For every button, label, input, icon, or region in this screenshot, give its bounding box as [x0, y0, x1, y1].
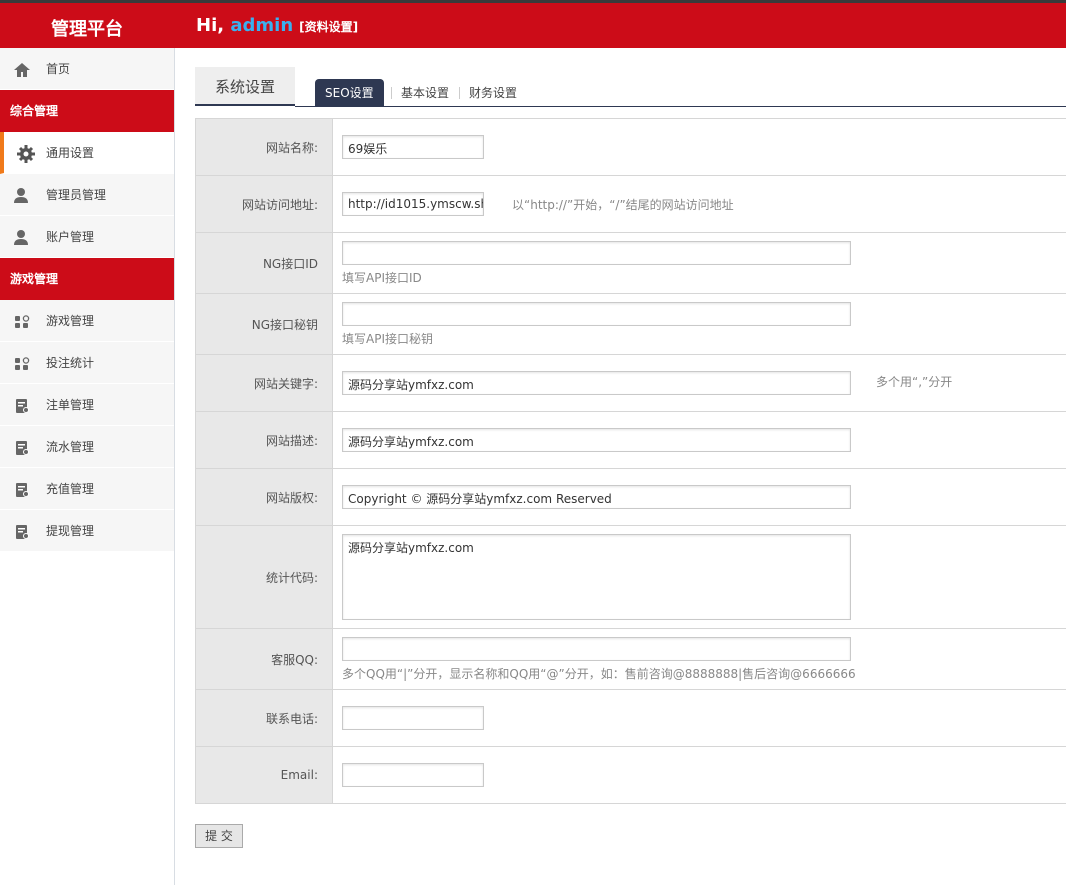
text-input[interactable]: 69娱乐: [342, 134, 484, 159]
form-row: 网站关键字: 源码分享站ymfxz.com 多个用“,”分开: [196, 355, 1066, 412]
sidebar-item[interactable]: 首页: [0, 48, 174, 90]
field-label: 网站访问地址:: [196, 176, 333, 232]
field-hint: 以“http://”开始，“/”结尾的网站访问地址: [512, 197, 734, 212]
sidebar-item[interactable]: 账户管理: [0, 216, 174, 258]
sidebar-item[interactable]: 游戏管理: [0, 300, 174, 342]
field-hint: 填写API接口ID: [342, 271, 422, 285]
form-row: Email:: [196, 747, 1066, 804]
icon: [16, 399, 29, 413]
greeting: Hi,: [196, 15, 225, 36]
top-bar: 管理平台 Hi, admin [资料设置]: [0, 0, 1066, 48]
settings-form: 网站名称: 69娱乐 网站访问地址: http://id1015.ymscw.sh 以“…: [195, 118, 1066, 804]
tab-separator: [459, 87, 460, 99]
brand: 管理平台: [51, 19, 123, 40]
icon: [16, 483, 29, 497]
text-input[interactable]: [342, 762, 484, 787]
text-input[interactable]: [342, 302, 851, 326]
field-hint: 多个QQ用“|”分开，显示名称和QQ用“@”分开，如：售前咨询@8888888|…: [342, 667, 856, 681]
tab[interactable]: 基本设置: [401, 86, 450, 100]
text-input[interactable]: http://id1015.ymscw.sh: [342, 191, 484, 216]
form-row: NG接口ID 填写API接口ID: [196, 233, 1066, 294]
form-row: NG接口秘钥 填写API接口秘钥: [196, 294, 1066, 355]
tabs: SEO设置 基本设置 财务设置: [295, 79, 1066, 107]
field-label: 网站名称:: [196, 119, 333, 175]
form-row: 网站访问地址: http://id1015.ymscw.sh 以“http://”开…: [196, 176, 1066, 233]
text-input[interactable]: [342, 705, 484, 730]
sidebar-item[interactable]: 管理员管理: [0, 174, 174, 216]
icon: [14, 188, 28, 203]
field-label: 网站版权:: [196, 469, 333, 525]
field-label: 网站关键字:: [196, 355, 333, 411]
sidebar-item[interactable]: 投注统计: [0, 342, 174, 384]
form-row: 客服QQ: 多个QQ用“|”分开，显示名称和QQ用“@”分开，如：售前咨询@888…: [196, 629, 1066, 690]
tab[interactable]: SEO设置: [315, 79, 384, 106]
field-label: NG接口ID: [196, 233, 333, 293]
text-input[interactable]: [342, 637, 851, 661]
form-row: 联系电话:: [196, 690, 1066, 747]
form-row: 网站名称: 69娱乐: [196, 119, 1066, 176]
greeting-area: Hi, admin [资料设置]: [196, 15, 358, 36]
field-label: NG接口秘钥: [196, 294, 333, 354]
icon: [14, 63, 30, 77]
icon: [16, 441, 29, 455]
icon: [16, 525, 29, 539]
tab[interactable]: 财务设置: [469, 86, 518, 100]
icon: [15, 357, 30, 370]
text-input[interactable]: [342, 241, 851, 265]
field-label: 统计代码:: [196, 526, 333, 628]
form-row: 网站版权: Copyright © 源码分享站ymfxz.com Reserved: [196, 469, 1066, 526]
field-label: 客服QQ:: [196, 629, 333, 689]
sidebar-item[interactable]: 流水管理: [0, 426, 174, 468]
sidebar-item[interactable]: 充值管理: [0, 468, 174, 510]
field-hint: 填写API接口秘钥: [342, 332, 433, 346]
form-row: 统计代码: 源码分享站ymfxz.com: [196, 526, 1066, 629]
icon: [15, 315, 30, 328]
text-input[interactable]: 源码分享站ymfxz.com: [342, 427, 851, 452]
sidebar-item[interactable]: 注单管理: [0, 384, 174, 426]
form-row: 网站描述: 源码分享站ymfxz.com: [196, 412, 1066, 469]
field-hint: 多个用“,”分开: [876, 374, 953, 389]
profile-link[interactable]: [资料设置]: [299, 20, 359, 34]
sidebar-heading: 游戏管理: [0, 258, 174, 300]
text-input[interactable]: 源码分享站ymfxz.com: [342, 533, 851, 620]
sidebar-item[interactable]: 通用设置: [0, 132, 174, 174]
user-name[interactable]: admin: [230, 15, 294, 36]
sidebar: 首页 综合管理 通用设置 管理员管理 账户管理 游戏管理 游戏管理 投注统计 注单管理 流水管理充…: [0, 48, 175, 885]
page-title: 系统设置: [195, 67, 295, 106]
field-label: 联系电话:: [196, 690, 333, 746]
text-input[interactable]: Copyright © 源码分享站ymfxz.com Reserved: [342, 484, 851, 509]
text-input[interactable]: 源码分享站ymfxz.com: [342, 370, 851, 395]
tab-separator: [391, 87, 392, 99]
sidebar-item[interactable]: 提现管理: [0, 510, 174, 552]
submit-button[interactable]: 提 交: [195, 824, 243, 848]
sidebar-heading: 综合管理: [0, 90, 174, 132]
field-label: 网站描述:: [196, 412, 333, 468]
icon: [17, 145, 35, 163]
field-label: Email:: [196, 747, 333, 803]
icon: [14, 230, 28, 245]
